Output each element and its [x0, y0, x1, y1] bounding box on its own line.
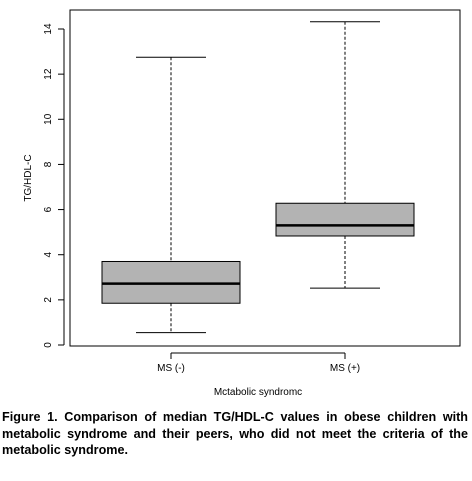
box-group — [101, 56, 241, 334]
y-tick-label: 10 — [43, 113, 54, 125]
iqr-box — [275, 202, 415, 237]
y-tick-label: 2 — [43, 297, 54, 303]
plot-frame — [69, 9, 461, 347]
y-axis-title: TG/HDL-C — [23, 154, 34, 201]
y-tick-label: 8 — [43, 161, 54, 167]
x-axis-title: Mctabolic syndromc — [214, 387, 302, 398]
y-ticks: 0 2 4 6 8 10 12 14 — [43, 23, 64, 348]
y-tick-label: 14 — [43, 23, 54, 35]
x-tick-label: MS (+) — [330, 363, 360, 374]
x-ticks: MS (-) MS (+) — [157, 353, 360, 374]
boxplot-chart: 0 2 4 6 8 10 12 14 MS (-) MS (+) TG/HDL-C Mctabo… — [23, 9, 461, 398]
y-tick-label: 12 — [43, 68, 54, 80]
boxes — [101, 21, 415, 334]
y-tick-label: 4 — [43, 251, 54, 257]
figure-caption: Figure 1. Comparison of median TG/HDL-C … — [2, 410, 468, 457]
x-tick-label: MS (-) — [157, 363, 185, 374]
y-tick-label: 0 — [43, 342, 54, 348]
y-tick-label: 6 — [43, 206, 54, 212]
box-group — [275, 21, 415, 289]
